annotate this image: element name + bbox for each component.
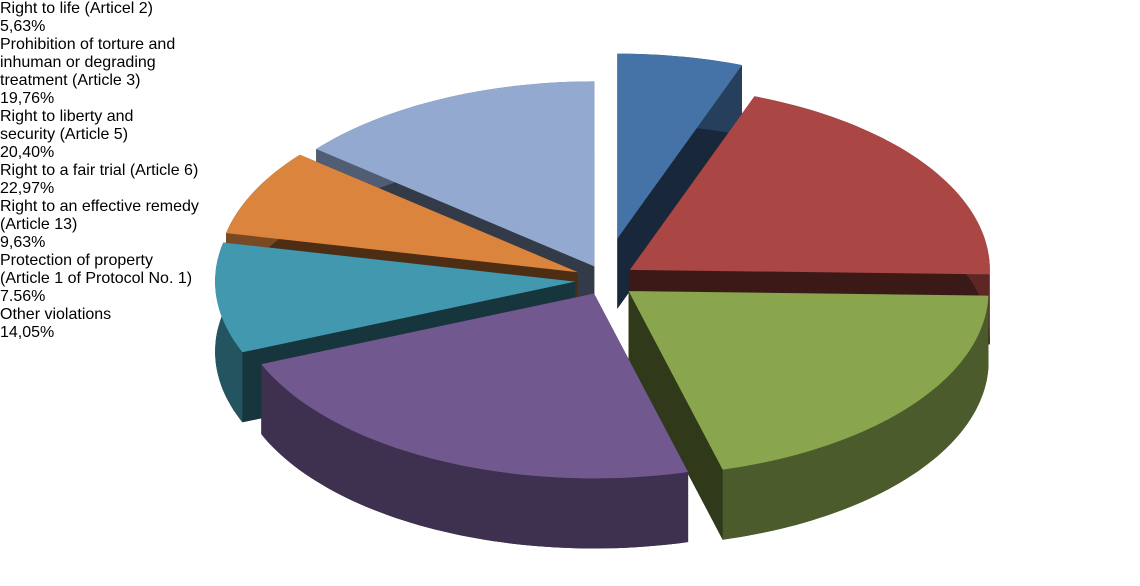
label-value: 22,97% <box>0 180 55 197</box>
data-label: Protection of property (Article 1 of Pro… <box>0 252 200 306</box>
slice-top <box>261 293 689 479</box>
slice-top <box>617 53 742 239</box>
slice-top <box>316 81 595 267</box>
label-value: 14,05% <box>0 324 55 341</box>
label-name: Right to an effective remedy (Article 13… <box>0 198 199 233</box>
slice <box>628 291 989 540</box>
data-label: Other violations 14,05% <box>0 306 180 342</box>
label-value: 19,76% <box>0 90 55 107</box>
slice <box>261 293 689 549</box>
data-label: Right to a fair trial (Article 6) 22,97% <box>0 162 200 198</box>
label-name: Prohibition of torture and inhuman or de… <box>0 36 176 89</box>
label-name: Right to a fair trial (Article 6) <box>0 162 199 179</box>
label-value: 9,63% <box>0 234 46 251</box>
data-label: Right to liberty and security (Article 5… <box>0 108 170 162</box>
label-name: Right to liberty and security (Article 5… <box>0 108 134 143</box>
data-label: Right to life (Articel 2) 5,63% <box>0 0 220 36</box>
slice-side <box>628 291 723 540</box>
slice-top <box>628 291 989 470</box>
label-value: 7.56% <box>0 288 46 305</box>
label-value: 20,40% <box>0 144 55 161</box>
slice-top <box>215 242 576 353</box>
label-value: 5,63% <box>0 18 46 35</box>
label-name: Other violations <box>0 306 112 323</box>
slice-wall <box>261 364 689 549</box>
label-name: Right to life (Articel 2) <box>0 0 153 17</box>
slice-wall <box>722 295 989 540</box>
label-name: Protection of property (Article 1 of Pro… <box>0 252 193 287</box>
slice-top <box>629 96 990 275</box>
data-label: Right to an effective remedy (Article 13… <box>0 198 200 252</box>
slice-top <box>226 154 578 273</box>
data-label: Prohibition of torture and inhuman or de… <box>0 36 210 108</box>
